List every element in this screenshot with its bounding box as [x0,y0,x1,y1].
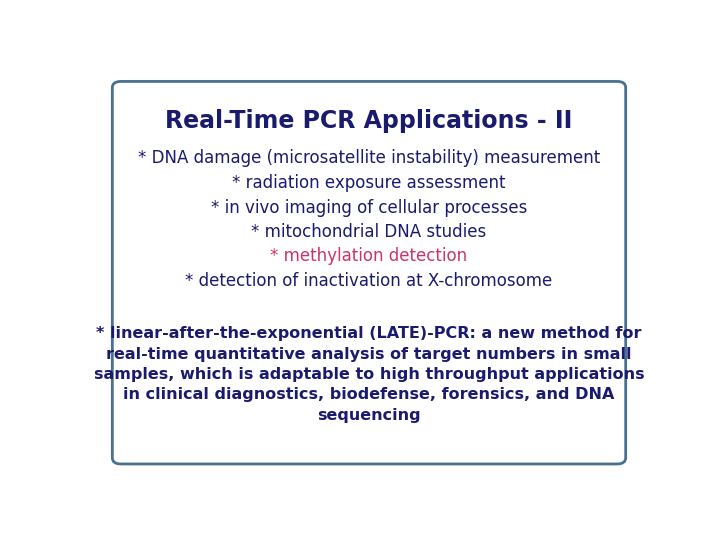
Text: * methylation detection: * methylation detection [271,247,467,265]
Text: * linear-after-the-exponential (LATE)-PCR: a new method for
real-time quantitati: * linear-after-the-exponential (LATE)-PC… [94,326,644,423]
Text: * detection of inactivation at X-chromosome: * detection of inactivation at X-chromos… [185,272,553,290]
FancyBboxPatch shape [112,82,626,464]
Text: * radiation exposure assessment: * radiation exposure assessment [233,174,505,192]
Text: * mitochondrial DNA studies: * mitochondrial DNA studies [251,223,487,241]
Text: Real-Time PCR Applications - II: Real-Time PCR Applications - II [166,109,572,133]
Text: * in vivo imaging of cellular processes: * in vivo imaging of cellular processes [211,199,527,217]
Text: * DNA damage (microsatellite instability) measurement: * DNA damage (microsatellite instability… [138,150,600,167]
